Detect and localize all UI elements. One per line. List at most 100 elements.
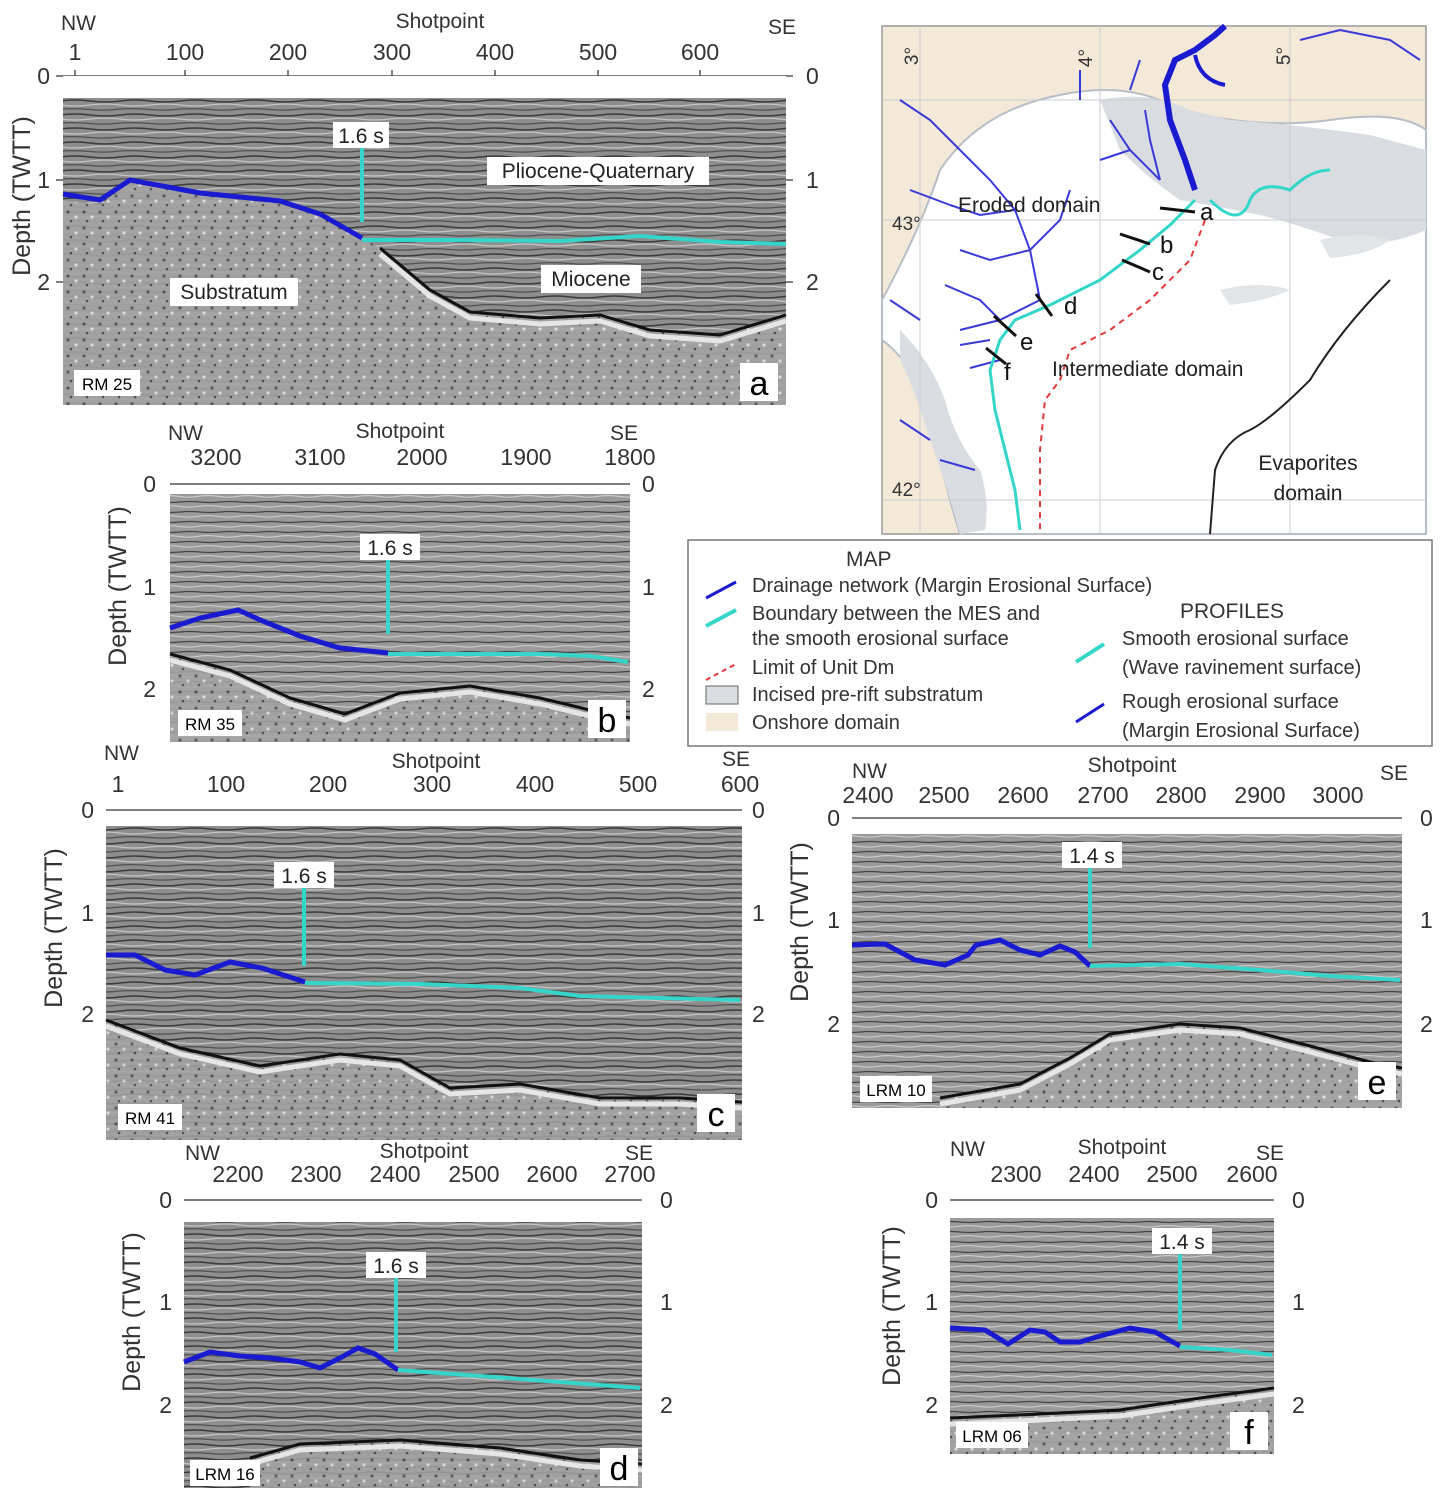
line-name: RM 35 bbox=[185, 715, 235, 734]
y-tick: 2 bbox=[827, 1011, 840, 1037]
y-tick: 0 bbox=[827, 805, 840, 831]
shotpoint-title: Shotpoint bbox=[1078, 1136, 1167, 1159]
orient-left: NW bbox=[168, 422, 203, 445]
x-tick: 1 bbox=[112, 771, 125, 797]
x-tick: 1 bbox=[69, 39, 82, 65]
x-tick: 600 bbox=[721, 771, 759, 797]
longitude-label: 5° bbox=[1274, 47, 1295, 65]
x-tick: 1900 bbox=[500, 444, 551, 470]
orient-left: NW bbox=[185, 1142, 220, 1165]
x-tick: 100 bbox=[166, 39, 204, 65]
evaporites-boundary bbox=[1209, 279, 1391, 535]
profile-label: d bbox=[1064, 293, 1077, 320]
miocene-label: Miocene bbox=[551, 268, 630, 291]
depth-axis-label: Depth (TWTT) bbox=[786, 842, 814, 1002]
drainage-swatch bbox=[705, 580, 737, 600]
latitude-label: 43° bbox=[892, 214, 921, 235]
legend-smooth: Smooth erosional surface bbox=[1122, 628, 1349, 650]
shotpoint-title: Shotpoint bbox=[356, 420, 445, 443]
profile-label: f bbox=[1004, 359, 1011, 386]
y-tick: 2 bbox=[660, 1392, 673, 1418]
y-tick: 1 bbox=[143, 574, 156, 600]
x-tick: 400 bbox=[516, 771, 554, 797]
y-tick: 1 bbox=[925, 1289, 938, 1315]
rough-erosional-surface bbox=[183, 1345, 400, 1373]
rough-erosional-surface bbox=[106, 952, 306, 985]
evaporites-domain-label: Evaporites bbox=[1258, 452, 1357, 475]
y-tick: 0 bbox=[1420, 805, 1433, 831]
smooth-erosional-surface bbox=[397, 1368, 641, 1390]
orient-right: SE bbox=[1256, 1142, 1284, 1165]
shotpoint-title: Shotpoint bbox=[392, 750, 481, 773]
smooth-erosional-surface bbox=[388, 652, 629, 664]
depth-axis-label: Depth (TWTT) bbox=[8, 116, 36, 276]
legend-boundary: Boundary between the MES and bbox=[752, 603, 1040, 625]
y-tick: 1 bbox=[752, 900, 765, 926]
panel-a: NW Shotpoint SE 1 100 200 300 400 500 60… bbox=[8, 10, 819, 405]
legend-onshore: Onshore domain bbox=[752, 712, 900, 734]
x-tick: 2300 bbox=[990, 1161, 1041, 1187]
profile-label: e bbox=[1020, 329, 1033, 356]
panel-letter: a bbox=[750, 365, 769, 403]
x-tick: 1800 bbox=[604, 444, 655, 470]
rough-erosional-surface bbox=[949, 1325, 1182, 1349]
x-tick: 2500 bbox=[918, 782, 969, 808]
orient-right: SE bbox=[610, 422, 638, 445]
profile-label: b bbox=[1160, 232, 1173, 259]
x-tick: 2500 bbox=[448, 1161, 499, 1187]
substratum-label: Substratum bbox=[180, 281, 287, 304]
panel-c: NW Shotpoint SE 1 100 200 300 400 500 60… bbox=[40, 742, 765, 1140]
smooth-erosional-surface bbox=[1089, 961, 1401, 982]
incised-swatch bbox=[705, 685, 739, 705]
time-marker: 1.4 s bbox=[1159, 1231, 1205, 1254]
profile-label: c bbox=[1152, 259, 1164, 286]
y-tick: 0 bbox=[81, 797, 94, 823]
smooth-erosional-surface bbox=[1179, 1345, 1273, 1357]
x-tick: 2900 bbox=[1234, 782, 1285, 808]
legend-boundary-2: the smooth erosional surface bbox=[752, 628, 1009, 650]
pliocene-label: Pliocene-Quaternary bbox=[502, 160, 695, 183]
x-tick: 2600 bbox=[526, 1161, 577, 1187]
y-tick: 2 bbox=[642, 676, 655, 702]
evaporites-domain-label-2: domain bbox=[1274, 482, 1343, 505]
x-tick: 2000 bbox=[396, 444, 447, 470]
y-tick: 2 bbox=[37, 269, 50, 295]
smooth-erosional-surface bbox=[304, 981, 741, 1002]
time-marker: 1.6 s bbox=[281, 865, 327, 888]
x-tick: 2300 bbox=[290, 1161, 341, 1187]
x-tick: 300 bbox=[373, 39, 411, 65]
latitude-label: 42° bbox=[892, 480, 921, 501]
orient-left: NW bbox=[852, 760, 887, 783]
y-tick: 0 bbox=[143, 471, 156, 497]
panel-f: NW Shotpoint SE 2300 2400 2500 2600 Dept… bbox=[878, 1136, 1305, 1454]
legend-map-title: MAP bbox=[846, 548, 892, 571]
legend-rough: Rough erosional surface bbox=[1122, 691, 1339, 713]
limit-swatch bbox=[705, 663, 737, 681]
panel-d: NW Shotpoint SE 2200 2300 2400 2500 2600… bbox=[118, 1140, 673, 1488]
incised-area bbox=[1100, 96, 1426, 244]
profile-locators bbox=[985, 206, 1196, 366]
y-tick: 0 bbox=[660, 1187, 673, 1213]
x-tick: 500 bbox=[619, 771, 657, 797]
panel-b: NW Shotpoint SE 3200 3100 2000 1900 1800… bbox=[104, 420, 656, 742]
depth-axis-label: Depth (TWTT) bbox=[104, 506, 132, 666]
legend-incised: Incised pre-rift substratum bbox=[752, 684, 983, 706]
shotpoint-title: Shotpoint bbox=[1088, 754, 1177, 777]
depth-axis-label: Depth (TWTT) bbox=[118, 1232, 146, 1392]
shotpoint-title: Shotpoint bbox=[380, 1140, 469, 1163]
x-tick: 2700 bbox=[1077, 782, 1128, 808]
y-tick: 2 bbox=[806, 269, 819, 295]
y-tick: 2 bbox=[925, 1392, 938, 1418]
smooth-swatch bbox=[1074, 642, 1106, 664]
y-tick: 0 bbox=[1292, 1187, 1305, 1213]
x-tick: 2600 bbox=[997, 782, 1048, 808]
y-tick: 2 bbox=[752, 1001, 765, 1027]
x-tick: 2400 bbox=[1068, 1161, 1119, 1187]
y-tick: 0 bbox=[752, 797, 765, 823]
orient-left: NW bbox=[950, 1138, 985, 1161]
time-marker: 1.6 s bbox=[338, 125, 384, 148]
eroded-domain-label: Eroded domain bbox=[958, 194, 1100, 217]
x-tick: 2700 bbox=[604, 1161, 655, 1187]
rough-erosional-surface bbox=[62, 177, 364, 241]
